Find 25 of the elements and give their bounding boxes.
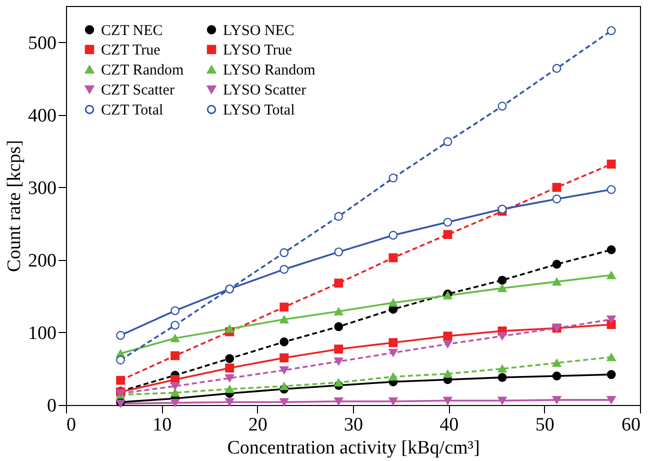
- y-tick-label: 200: [28, 250, 56, 272]
- legend-label: LYSO NEC: [223, 22, 294, 39]
- y-tick-label: 0: [47, 396, 56, 416]
- legend-label: LYSO Scatter: [223, 82, 306, 98]
- legend-label: CZT NEC: [101, 22, 163, 39]
- x-tick-label: 50: [535, 414, 554, 436]
- legend-label: CZT Total: [101, 102, 164, 118]
- x-tick-label: 40: [440, 414, 459, 436]
- legend-label: LYSO Random: [223, 62, 316, 78]
- y-axis-title: Count rate [kcps]: [4, 140, 25, 272]
- x-tick-label: 60: [622, 414, 640, 436]
- y-tick-label: 400: [28, 105, 56, 126]
- legend-label: LYSO True: [223, 42, 292, 58]
- x-tick-label: 20: [248, 414, 268, 436]
- x-tick-label: 10: [152, 414, 172, 436]
- y-tick-label: 100: [28, 322, 56, 344]
- y-tick-label: 500: [28, 32, 56, 54]
- legend-label: LYSO Total: [223, 102, 295, 118]
- legend-label: CZT Scatter: [101, 82, 174, 98]
- legend-label: CZT Random: [101, 62, 184, 78]
- x-tick-label: 30: [344, 414, 363, 436]
- x-axis-title: Concentration activity [kBq/cm³]: [227, 438, 480, 458]
- legend-label: CZT True: [101, 42, 161, 58]
- y-tick-label: 300: [28, 178, 56, 199]
- x-tick-label: 0: [66, 414, 76, 436]
